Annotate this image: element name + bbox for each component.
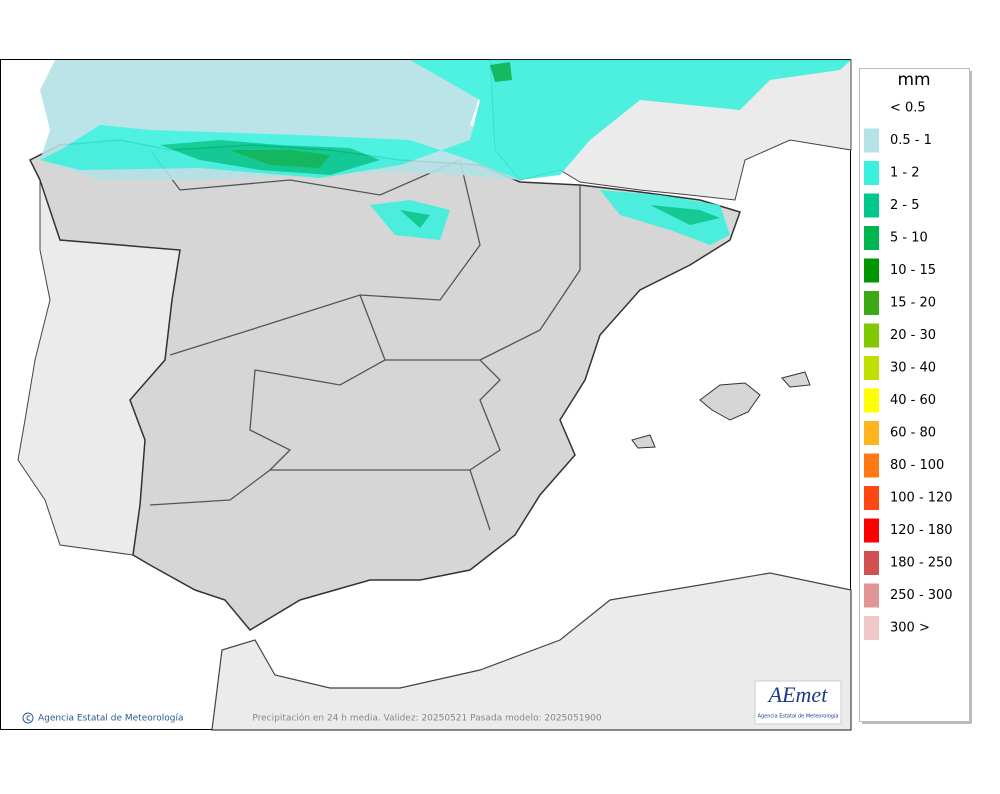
- logo: AEmet Agencia Estatal de Meteorología: [754, 680, 842, 725]
- legend-label: 250 - 300: [890, 588, 953, 603]
- credit: Agencia Estatal de Meteorología: [38, 714, 184, 724]
- balearic-islands: [631, 371, 811, 449]
- logo-subtitle: Agencia Estatal de Meteorología: [758, 713, 839, 720]
- legend-swatch: [864, 161, 879, 185]
- legend: mm < 0.5 0.5 - 1 1 - 2 2 - 5 5 - 10 10 - 15 15…: [859, 68, 972, 724]
- legend-swatch: [864, 583, 879, 608]
- legend-swatch: [864, 258, 879, 283]
- legend-swatch: [864, 421, 879, 445]
- legend-swatch: [864, 96, 879, 120]
- legend-swatch: [864, 226, 879, 250]
- legend-swatch: [864, 486, 879, 510]
- copyright-icon: [22, 712, 34, 724]
- legend-swatch: [864, 388, 879, 413]
- logo-box: [754, 680, 842, 725]
- legend-swatch: [864, 453, 879, 478]
- legend-label: 180 - 250: [890, 556, 953, 571]
- legend-swatch: [864, 616, 879, 640]
- logo-name: AEmet: [767, 682, 829, 707]
- legend-label: < 0.5: [890, 101, 926, 116]
- legend-label: 120 - 180: [890, 523, 953, 538]
- precipitation: [40, 60, 851, 245]
- legend-swatch: [864, 291, 879, 315]
- legend-label: 2 - 5: [890, 198, 920, 213]
- legend-swatch: [864, 323, 879, 348]
- africa: [211, 572, 852, 731]
- legend-swatch: [864, 193, 879, 218]
- legend-swatch: [864, 551, 879, 575]
- legend-label: 10 - 15: [890, 263, 936, 278]
- legend-label: 40 - 60: [890, 393, 936, 408]
- map: Agencia Estatal de Meteorología Precipit…: [0, 59, 852, 731]
- legend-label: 20 - 30: [890, 328, 936, 343]
- legend-label: 100 - 120: [890, 491, 953, 506]
- region-borders: [149, 149, 581, 531]
- legend-label: 5 - 10: [890, 231, 928, 246]
- legend-swatch: [864, 356, 879, 380]
- legend-label: 30 - 40: [890, 361, 936, 376]
- legend-swatch: [864, 128, 879, 153]
- legend-label: 300 >: [890, 621, 930, 636]
- legend-label: 60 - 80: [890, 426, 936, 441]
- legend-swatch: [864, 518, 879, 543]
- legend-title: mm: [897, 70, 930, 90]
- legend-label: 15 - 20: [890, 296, 936, 311]
- map-footer: Precipitación en 24 h media. Validez: 20…: [252, 713, 602, 724]
- legend-label: 1 - 2: [890, 166, 920, 181]
- legend-label: 80 - 100: [890, 458, 944, 473]
- legend-label: 0.5 - 1: [890, 133, 932, 148]
